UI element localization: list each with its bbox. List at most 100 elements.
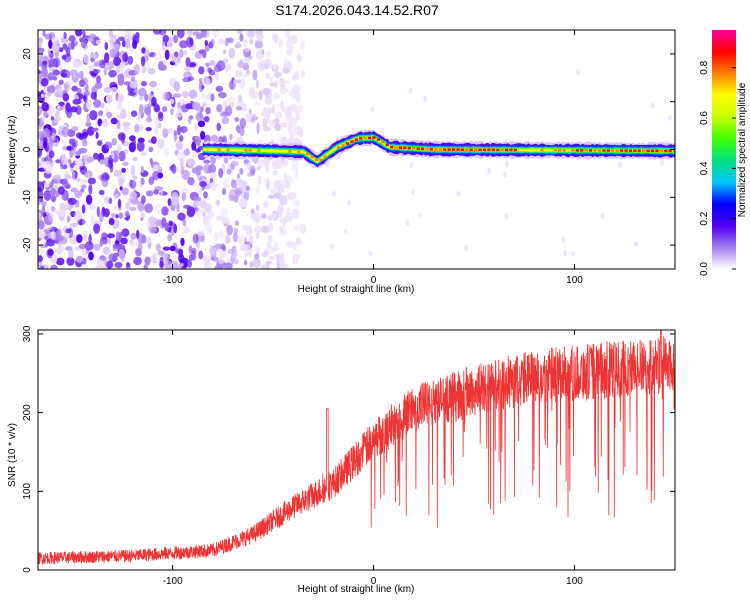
- noise-cell: [129, 79, 138, 89]
- noise-cell: [189, 37, 194, 46]
- noise-cell: [234, 220, 239, 226]
- noise-cell: [154, 104, 161, 113]
- noise-cell: [93, 61, 100, 67]
- noise-cell: [113, 169, 122, 177]
- noise-cell: [45, 225, 53, 231]
- ridge-peak-cell: [659, 149, 663, 153]
- y-tick-label: 100: [22, 483, 33, 500]
- noise-cell: [274, 111, 283, 119]
- noise-cell: [233, 227, 238, 234]
- ridge-peak-cell: [372, 136, 376, 139]
- noise-cell: [179, 157, 184, 167]
- noise-cell: [94, 81, 103, 90]
- noise-cell: [222, 188, 227, 196]
- noise-cell: [138, 104, 144, 115]
- noise-cell: [141, 234, 147, 244]
- noise-cell: [114, 205, 119, 211]
- noise-cell: [117, 143, 122, 153]
- noise-cell: [161, 106, 168, 113]
- noise-cell: [504, 213, 509, 220]
- noise-cell: [273, 71, 282, 78]
- noise-cell: [43, 140, 48, 149]
- noise-cell: [296, 105, 303, 113]
- noise-cell: [222, 178, 231, 189]
- noise-cell: [127, 91, 136, 97]
- noise-cell: [197, 230, 205, 237]
- ridge-peak-cell: [363, 136, 367, 140]
- noise-cell: [269, 76, 274, 83]
- noise-cell: [145, 117, 153, 123]
- noise-cell: [215, 199, 220, 206]
- noise-cell: [243, 103, 247, 112]
- noise-cell: [183, 66, 192, 71]
- noise-cell: [239, 117, 247, 129]
- noise-cell: [44, 109, 48, 117]
- noise-cell: [227, 96, 236, 103]
- noise-cell: [50, 116, 54, 121]
- ridge-peak-cell: [465, 148, 469, 151]
- noise-cell: [173, 131, 178, 142]
- noise-cell: [38, 47, 45, 54]
- x-tick-label: -100: [163, 576, 183, 587]
- noise-cell: [131, 241, 139, 246]
- noise-cell: [263, 177, 268, 183]
- noise-cell: [268, 221, 274, 233]
- snr-x-ticks: -100 0 100: [163, 330, 583, 587]
- noise-cell: [263, 201, 269, 208]
- y-tick-label: 10: [22, 96, 33, 108]
- noise-cell: [89, 110, 98, 121]
- ridge-peak-cell: [359, 137, 363, 140]
- ridge-peak-cell: [381, 140, 385, 144]
- noise-cell: [105, 93, 113, 105]
- noise-cell: [183, 49, 187, 56]
- ridge-peak-cell: [416, 147, 420, 150]
- noise-cell: [274, 118, 280, 124]
- noise-cell: [195, 112, 204, 122]
- snr-x-label: Height of straight line (km): [298, 584, 415, 595]
- noise-cell: [410, 188, 415, 195]
- noise-cell: [122, 122, 131, 127]
- noise-cell: [145, 221, 150, 227]
- ridge-peak-cell: [421, 147, 425, 151]
- noise-cell: [240, 73, 250, 78]
- noise-cell: [368, 250, 373, 257]
- noise-cell: [88, 184, 93, 195]
- noise-cell: [173, 81, 181, 92]
- noise-cell: [216, 104, 223, 113]
- noise-cell: [268, 107, 273, 114]
- noise-cell: [263, 63, 270, 70]
- y-tick-label: -10: [22, 190, 33, 205]
- noise-cell: [121, 167, 126, 173]
- noise-cell: [121, 187, 129, 196]
- noise-cell: [48, 39, 53, 49]
- noise-cell: [95, 131, 99, 139]
- ridge-peak-cell: [376, 138, 380, 141]
- noise-cell: [136, 229, 140, 239]
- noise-cell: [47, 249, 54, 256]
- noise-cell: [191, 141, 197, 151]
- noise-cell: [269, 212, 277, 221]
- noise-cell: [209, 246, 216, 257]
- colorbar-label: Normalized spectral amplitude: [737, 82, 748, 217]
- noise-cell: [575, 69, 580, 76]
- noise-cell: [152, 30, 162, 35]
- ridge-peak-cell: [540, 148, 544, 152]
- noise-cell: [267, 235, 273, 241]
- noise-cell: [118, 150, 126, 162]
- noise-cell: [245, 185, 250, 192]
- ridge-peak-cell: [562, 149, 566, 152]
- noise-cell: [246, 172, 252, 177]
- noise-cell: [277, 204, 284, 216]
- noise-cell: [62, 43, 68, 50]
- noise-cell: [292, 241, 297, 251]
- noise-cell: [210, 93, 215, 102]
- ridge-peak-cell: [642, 149, 646, 152]
- noise-cell: [88, 65, 95, 72]
- noise-cell: [38, 181, 45, 192]
- noise-cell: [214, 243, 222, 250]
- noise-cell: [174, 51, 179, 58]
- noise-cell: [72, 71, 77, 78]
- ridge-peak-cell: [403, 146, 407, 150]
- ridge-peak-cell: [478, 148, 482, 152]
